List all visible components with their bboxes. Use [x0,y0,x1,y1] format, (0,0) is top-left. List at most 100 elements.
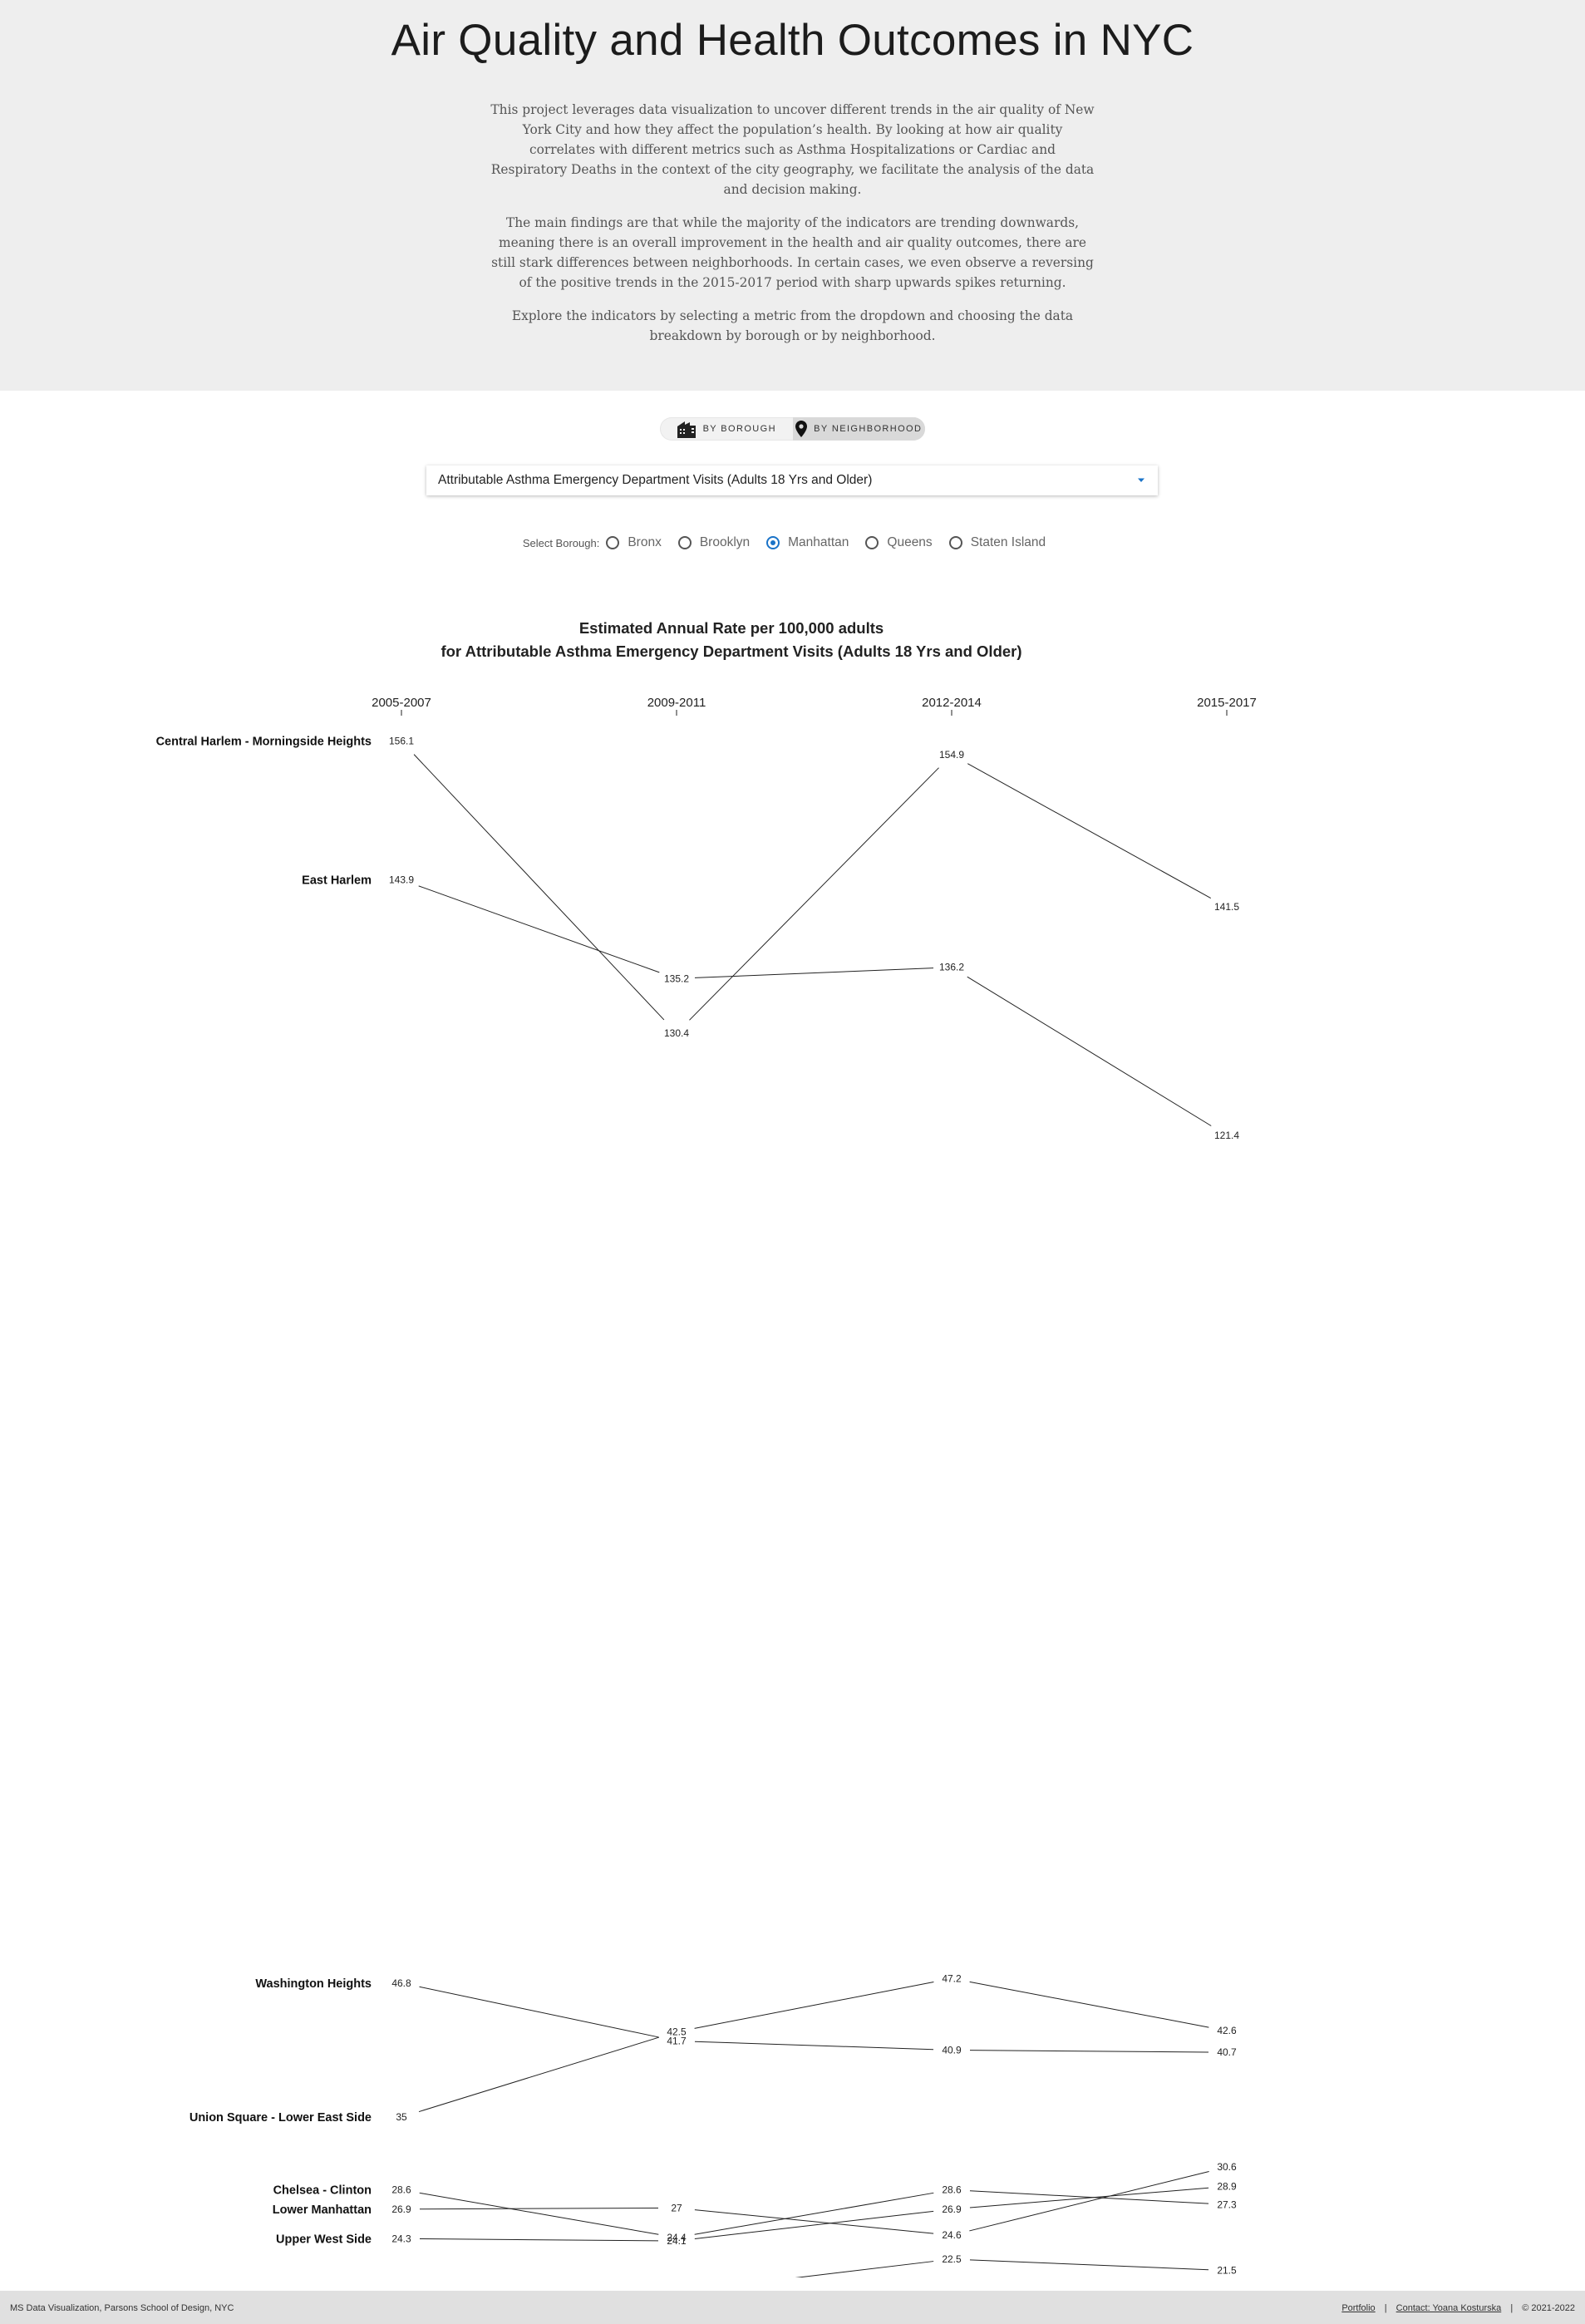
value-label: 22.5 [942,2253,962,2265]
slope-segment [419,886,660,972]
radio-circle [678,536,692,549]
chart-title: Estimated Annual Rate per 100,000 adults [579,619,884,637]
value-label: 46.8 [391,1977,411,1989]
by-borough-toggle[interactable]: BY BOROUGH [660,417,793,441]
neighborhood-label: Lower Manhattan [273,2203,372,2217]
breakdown-toggle: BY BOROUGH BY NEIGHBORHOOD [660,417,925,441]
value-label: 156.1 [389,736,414,747]
radio-queens[interactable]: Queens [865,535,932,550]
slope-segment [420,2239,658,2241]
intro-paragraph-3: Explore the indicators by selecting a me… [490,306,1095,346]
slope-chart: Estimated Annual Rate per 100,000 adults… [0,615,1585,2277]
value-label: 24.1 [667,2235,687,2247]
map-pin-icon [795,421,807,437]
value-label: 28.6 [942,2184,962,2196]
slope-segment [967,764,1211,899]
value-label: 143.9 [389,874,414,885]
radio-staten-island[interactable]: Staten Island [949,535,1046,550]
value-label: 121.4 [1214,1130,1239,1141]
metric-select-value: Attributable Asthma Emergency Department… [438,473,872,488]
radio-brooklyn[interactable]: Brooklyn [678,535,750,550]
slope-segment [970,2260,1208,2270]
slope-segment [695,2041,933,2049]
value-label: 30.6 [1217,2161,1237,2173]
contact-link[interactable]: Contact: Yoana Kosturska [1396,2303,1502,2313]
value-label: 135.2 [664,972,689,984]
value-label: 130.4 [664,1027,689,1039]
slope-segment [420,1987,659,2037]
neighborhood-label: Central Harlem - Morningside Heights [156,736,372,749]
footer-separator: | [1385,2303,1387,2313]
value-label: 42.6 [1217,2025,1237,2036]
plot-area: 2005-2007 2009-2011 2012-2014 2015-2017 156.… [156,696,1257,2277]
slope-segment [970,1982,1209,2027]
value-label: 27 [671,2202,682,2213]
slope-segment [695,2262,933,2277]
slope-segment [414,755,664,1020]
radio-circle-selected [766,536,780,549]
radio-label: Manhattan [788,535,849,550]
radio-circle [606,536,619,549]
borough-select-label: Select Borough: [523,537,600,549]
value-label: 35 [396,2111,407,2123]
footer-credit: MS Data Visualization, Parsons School of… [10,2303,234,2313]
radio-circle [865,536,879,549]
slope-segment [419,2037,659,2112]
footer-links: Portfolio | Contact: Yoana Kosturska | ©… [1341,2303,1575,2313]
period-label: 2012-2014 [922,696,982,710]
radio-circle [949,536,962,549]
value-label: 26.9 [391,2203,411,2215]
value-label: 27.3 [1217,2198,1237,2210]
value-label: 40.9 [942,2044,962,2056]
value-label: 24.6 [942,2229,962,2241]
hero-section: Air Quality and Health Outcomes in NYC T… [0,0,1585,391]
by-neighborhood-toggle[interactable]: BY NEIGHBORHOOD [793,417,926,441]
footer: MS Data Visualization, Parsons School of… [0,2291,1585,2324]
slope-segment [967,977,1211,1125]
neighborhood-label: Washington Heights [255,1977,372,1991]
slope-segment [420,2208,658,2209]
value-label: 136.2 [939,962,964,973]
value-label: 47.2 [942,1972,962,1984]
value-label: 42.5 [667,2026,687,2038]
slope-segment [970,2188,1208,2208]
intro-paragraph-2: The main findings are that while the maj… [490,213,1095,293]
radio-label: Queens [887,535,932,550]
page-title: Air Quality and Health Outcomes in NYC [0,15,1585,66]
slope-segment [695,968,933,978]
slope-segment [969,2172,1208,2231]
slope-segment [420,2193,659,2234]
neighborhood-label: Union Square - Lower East Side [190,2111,372,2125]
footer-separator: | [1510,2303,1513,2313]
value-label: 21.5 [1217,2265,1237,2277]
value-label: 154.9 [939,749,964,761]
slope-segment [970,2191,1208,2203]
radio-label: Brooklyn [700,535,750,550]
radio-label: Bronx [628,535,662,550]
value-label: 24.3 [391,2233,411,2244]
buildings-icon [677,420,697,438]
caret-down-icon [1136,477,1146,484]
borough-radio-group: Select Borough: Bronx Brooklyn Manhattan… [0,533,1585,553]
neighborhood-label: Chelsea - Clinton [273,2184,372,2198]
value-label: 141.5 [1214,901,1239,913]
portfolio-link[interactable]: Portfolio [1341,2303,1375,2313]
period-label: 2015-2017 [1197,696,1257,710]
period-label: 2009-2011 [647,696,706,710]
value-label: 28.9 [1217,2180,1237,2192]
chart-subtitle: for Attributable Asthma Emergency Depart… [441,643,1021,660]
copyright: © 2021-2022 [1522,2303,1575,2313]
slope-segment [695,2211,933,2238]
value-label: 26.9 [942,2203,962,2215]
slope-segment [970,2051,1208,2052]
neighborhood-label: East Harlem [302,874,372,887]
radio-manhattan[interactable]: Manhattan [766,535,849,550]
neighborhood-label: Upper West Side [276,2233,372,2246]
period-label: 2005-2007 [372,696,431,710]
slope-segment [695,1982,934,2028]
metric-select[interactable]: Attributable Asthma Emergency Department… [426,465,1158,495]
radio-bronx[interactable]: Bronx [606,535,662,550]
value-label: 40.7 [1217,2046,1237,2058]
slope-segment [689,768,938,1021]
intro-paragraph-1: This project leverages data visualizatio… [490,100,1095,199]
